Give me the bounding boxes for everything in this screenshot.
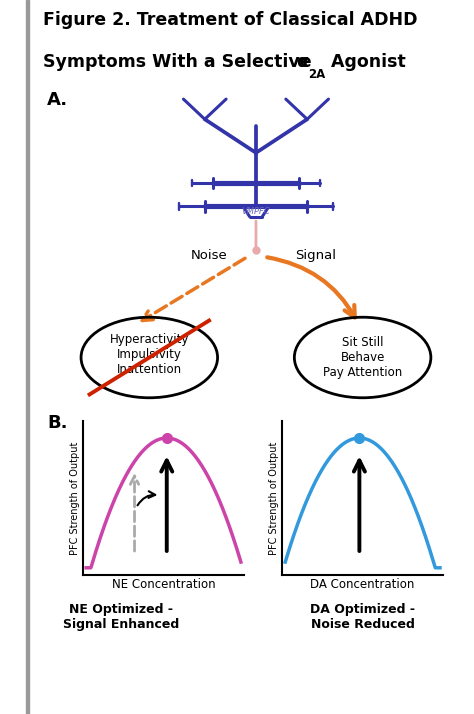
Y-axis label: PFC Strength of Output: PFC Strength of Output: [269, 441, 279, 555]
Y-axis label: PFC Strength of Output: PFC Strength of Output: [70, 441, 80, 555]
Text: Figure 2. Treatment of Classical ADHD: Figure 2. Treatment of Classical ADHD: [43, 11, 417, 29]
Text: α: α: [296, 53, 309, 71]
Text: Noise: Noise: [191, 248, 228, 261]
Text: VMPFC: VMPFC: [242, 207, 270, 216]
X-axis label: NE Concentration: NE Concentration: [112, 578, 215, 590]
Text: Signal: Signal: [295, 248, 336, 261]
Text: Symptoms With a Selective: Symptoms With a Selective: [43, 53, 317, 71]
Text: DA Optimized -
Noise Reduced: DA Optimized - Noise Reduced: [310, 603, 415, 631]
Text: Hyperactivity
Impulsivity
Inattention: Hyperactivity Impulsivity Inattention: [109, 333, 189, 376]
Text: Sit Still
Behave
Pay Attention: Sit Still Behave Pay Attention: [323, 336, 402, 379]
Text: A.: A.: [47, 91, 68, 109]
Text: 2A: 2A: [309, 69, 326, 81]
Text: B.: B.: [47, 414, 68, 432]
X-axis label: DA Concentration: DA Concentration: [310, 578, 415, 590]
Text: NE Optimized -
Signal Enhanced: NE Optimized - Signal Enhanced: [63, 603, 179, 631]
Text: Agonist: Agonist: [326, 53, 406, 71]
